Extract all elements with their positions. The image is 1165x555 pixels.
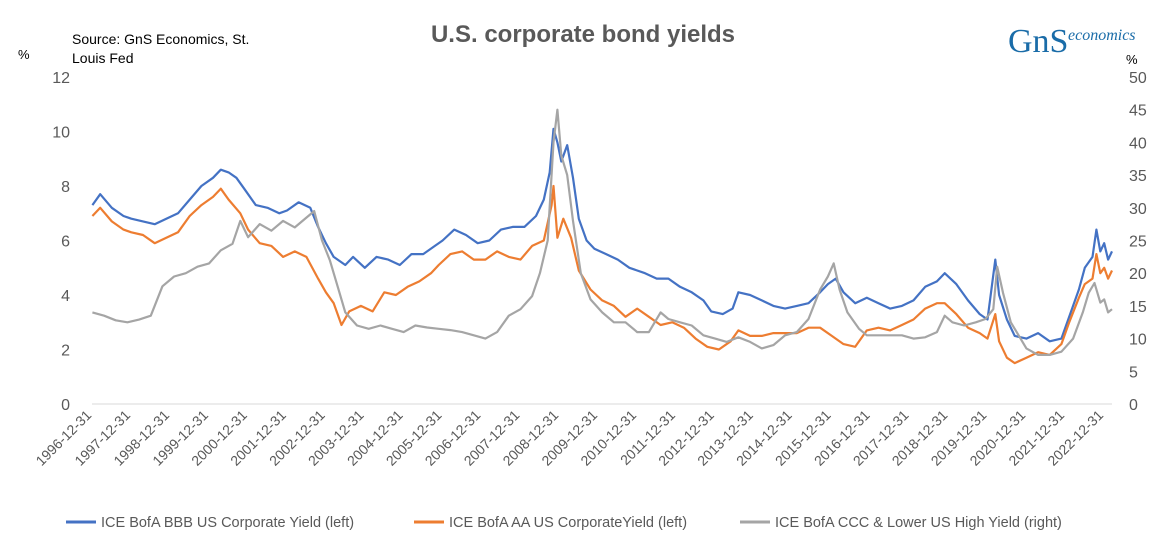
left-tick-label: 10 [52,125,70,142]
source-line-2: Louis Fed [72,50,133,66]
x-axis: 1996-12-311997-12-311998-12-311999-12-31… [32,407,1106,469]
legend-label-2: ICE BofA AA US CorporateYield (left) [449,515,687,531]
left-axis-unit: % [18,47,30,62]
series-line-1 [91,127,1113,343]
right-tick-label: 0 [1129,397,1138,414]
left-tick-label: 4 [61,288,70,305]
source-line-1: Source: GnS Economics, St. [72,31,249,47]
left-tick-label: 2 [61,343,70,360]
right-tick-label: 50 [1129,70,1147,87]
legend-label-1: ICE BofA BBB US Corporate Yield (left) [101,515,354,531]
legend: ICE BofA BBB US Corporate Yield (left) IC… [66,515,1062,531]
left-axis: 0 2 4 6 8 10 12 [52,70,70,414]
legend-label-3: ICE BofA CCC & Lower US High Yield (righ… [775,515,1062,531]
right-tick-label: 20 [1129,266,1147,283]
chart-title: U.S. corporate bond yields [431,21,735,48]
left-tick-label: 8 [61,179,70,196]
right-axis: 0 5 10 15 20 25 30 35 40 45 50 [1129,70,1147,414]
right-axis-unit: % [1126,52,1138,67]
right-tick-label: 30 [1129,201,1147,218]
right-tick-label: 25 [1129,234,1147,251]
logo-word: economics [1068,27,1136,44]
left-tick-label: 12 [52,70,70,87]
right-tick-label: 45 [1129,103,1147,120]
series-line-3 [92,108,1113,356]
series-line-2 [91,184,1113,365]
left-tick-label: 0 [61,397,70,414]
series-lines [91,108,1113,365]
gns-logo: GnS economics [1008,23,1136,60]
right-tick-label: 15 [1129,299,1147,316]
right-tick-label: 10 [1129,332,1147,349]
right-tick-label: 40 [1129,135,1147,152]
right-tick-label: 35 [1129,168,1147,185]
right-tick-label: 5 [1129,364,1138,381]
left-tick-label: 6 [61,234,70,251]
logo-mark: GnS [1008,23,1068,60]
